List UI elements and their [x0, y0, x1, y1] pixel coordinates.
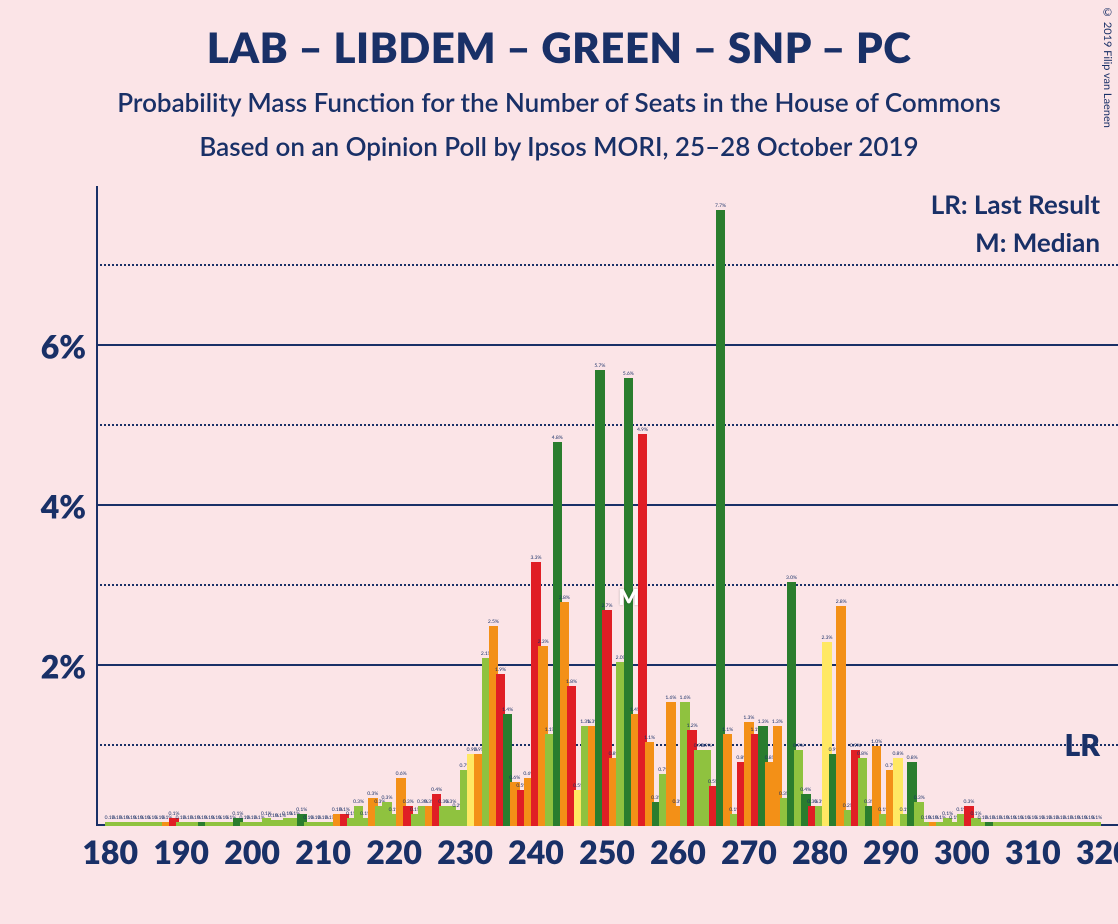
gridline	[96, 344, 1118, 346]
bar-value-label: 5.7%	[594, 364, 605, 370]
bar-value-label: 2.8%	[836, 600, 847, 606]
bar-value-label: 0.4%	[800, 788, 811, 794]
bar-value-label: 2.3%	[538, 640, 549, 646]
bar-value-label: 0.3%	[963, 800, 974, 806]
x-axis-label: 230	[437, 826, 493, 871]
bar-value-label: 0.8%	[907, 756, 918, 762]
y-axis-label: 2%	[41, 647, 96, 686]
bar-value-label: 0.3%	[367, 792, 378, 798]
bar-value-label: 1.3%	[743, 716, 754, 722]
x-axis-label: 310	[1005, 826, 1061, 871]
x-axis-label: 270	[721, 826, 777, 871]
x-axis-label: 280	[792, 826, 848, 871]
x-axis-label: 180	[82, 826, 138, 871]
bar-value-label: 0.3%	[403, 800, 414, 806]
bar-value-label: 0.9%	[701, 744, 712, 750]
median-marker: M	[618, 583, 639, 610]
bar-value-label: 1.1%	[722, 728, 733, 734]
bar-value-label: 1.3%	[772, 720, 783, 726]
x-axis-label: 210	[295, 826, 351, 871]
bar-value-label: 0.9%	[793, 744, 804, 750]
bar-value-label: 1.0%	[871, 740, 882, 746]
bar-value-label: 0.3%	[914, 796, 925, 802]
bar-value-label: 1.2%	[687, 724, 698, 730]
x-axis-label: 250	[579, 826, 635, 871]
bar-value-label: 0.1%	[1091, 816, 1102, 822]
chart-subtitle-1: Probability Mass Function for the Number…	[0, 72, 1118, 118]
legend-m: M: Median	[975, 226, 1100, 258]
gridline	[96, 504, 1118, 506]
bar-value-label: 1.8%	[566, 680, 577, 686]
bar-value-label: 5.6%	[623, 372, 634, 378]
x-axis-label: 190	[153, 826, 209, 871]
legend-lr: LR: Last Result	[931, 188, 1100, 220]
x-axis-label: 290	[863, 826, 919, 871]
bar-value-label: 7.7%	[715, 204, 726, 210]
x-axis-label: 300	[934, 826, 990, 871]
y-axis-line	[96, 186, 98, 826]
bar-value-label: 1.3%	[758, 720, 769, 726]
bar-value-label: 0.3%	[353, 800, 364, 806]
bar-value-label: 1.1%	[644, 736, 655, 742]
bar-value-label: 0.3%	[381, 796, 392, 802]
chart-plot-area: 2%4%6%1801902002102202302402502602702802…	[96, 186, 1118, 826]
bar-value-label: 0.8%	[857, 752, 868, 758]
x-axis-label: 320	[1076, 826, 1118, 871]
y-axis-label: 6%	[41, 327, 96, 366]
copyright-text: © 2019 Filip van Laenen	[1101, 6, 1114, 128]
x-axis-label: 220	[366, 826, 422, 871]
gridline-minor	[96, 584, 1118, 586]
bar-value-label: 0.8%	[892, 752, 903, 758]
gridline-minor	[96, 424, 1118, 426]
lr-axis-label: LR	[1065, 727, 1100, 763]
bar-value-label: 4.9%	[637, 428, 648, 434]
bar-value-label: 1.6%	[680, 696, 691, 702]
bar-value-label: 1.9%	[495, 668, 506, 674]
chart-title: LAB – LIBDEM – GREEN – SNP – PC	[0, 0, 1118, 72]
bar-value-label: 3.0%	[786, 576, 797, 582]
x-axis-label: 260	[650, 826, 706, 871]
bar: 2.8%	[836, 606, 846, 826]
bar-value-label: 0.6%	[396, 772, 407, 778]
x-axis-label: 200	[224, 826, 280, 871]
bar-value-label: 0.9%	[850, 744, 861, 750]
bar-value-label: 1.4%	[502, 708, 513, 714]
chart-subtitle-2: Based on an Opinion Poll by Ipsos MORI, …	[0, 118, 1118, 162]
bar-value-label: 1.6%	[665, 696, 676, 702]
bar-value-label: 4.8%	[552, 436, 563, 442]
bar-value-label: 2.7%	[601, 604, 612, 610]
gridline-minor	[96, 264, 1118, 266]
x-axis-label: 240	[508, 826, 564, 871]
bar-value-label: 0.1%	[296, 808, 307, 814]
bar-value-label: 2.3%	[822, 636, 833, 642]
bar: 0.1%	[1092, 822, 1102, 826]
bar-value-label: 2.8%	[559, 596, 570, 602]
y-axis-label: 4%	[41, 487, 96, 526]
bar-value-label: 3.3%	[531, 556, 542, 562]
bar-value-label: 0.4%	[431, 788, 442, 794]
bar-value-label: 0.6%	[509, 776, 520, 782]
bar-value-label: 2.5%	[488, 620, 499, 626]
